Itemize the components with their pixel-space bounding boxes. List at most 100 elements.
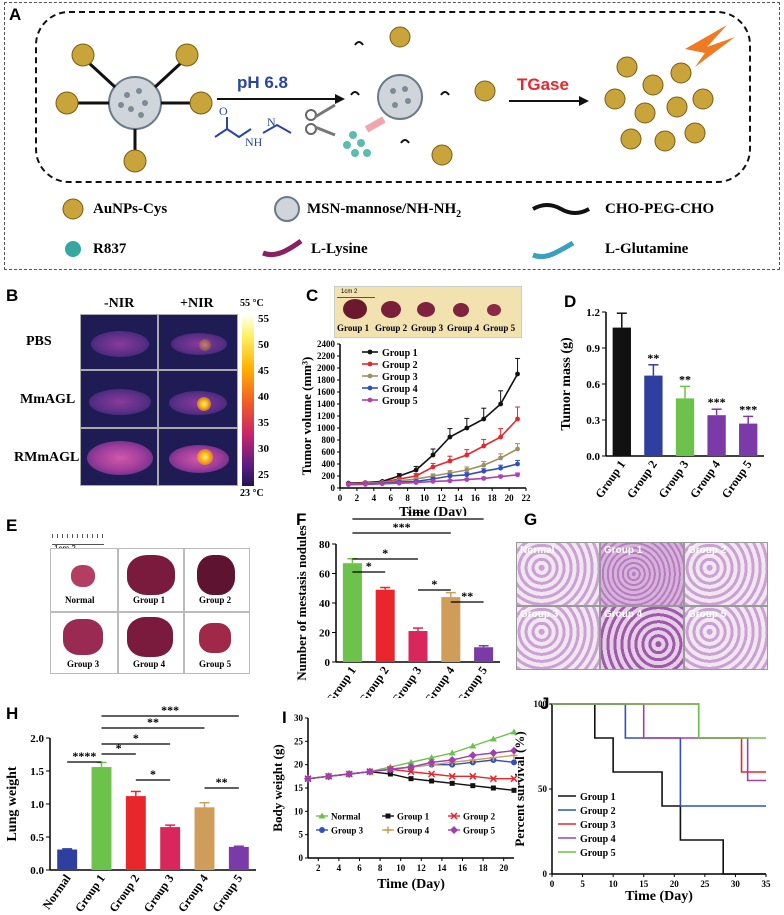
- legend-label: Group 3: [331, 826, 364, 836]
- panel-e-letter: E: [6, 516, 18, 535]
- y-tick-label: 2200: [317, 351, 336, 361]
- panel-d-letter: D: [564, 292, 577, 311]
- legend-label: Group 3: [580, 820, 616, 831]
- y-axis-title: Lung weight: [5, 766, 20, 841]
- data-point: [429, 778, 435, 784]
- bar: [228, 846, 249, 870]
- svg-text:O: O: [219, 104, 228, 118]
- y-tick-label: 0.5: [30, 832, 44, 844]
- histology-group4: Group 4: [600, 606, 684, 670]
- legend-marker: [367, 361, 373, 367]
- data-point: [489, 749, 498, 757]
- x-tick-label: 12: [417, 863, 427, 873]
- legend-aunps: AuNPs-Cys: [93, 201, 168, 217]
- y-tick-label: 0: [299, 853, 304, 863]
- survival-curve: [552, 703, 766, 875]
- magenta-chain-icon: [262, 238, 303, 258]
- legend-label: Group 3: [382, 372, 418, 383]
- data-point: [447, 458, 453, 464]
- x-tick-label: Group 3: [388, 664, 424, 698]
- x-tick-label: Group 3: [655, 458, 691, 500]
- y-axis-title: Tumor mass (g): [560, 337, 574, 431]
- data-point: [464, 452, 470, 458]
- msn-complex-left: [55, 43, 213, 173]
- significance-label: **: [461, 589, 473, 603]
- data-point: [448, 749, 456, 756]
- data-point: [430, 452, 436, 458]
- x-axis-title: Time (Day): [625, 889, 693, 904]
- data-point: [448, 756, 457, 764]
- y-tick-label: 1.0: [30, 799, 44, 811]
- x-tick-label: 20: [505, 493, 515, 503]
- x-tick-label: 6: [357, 863, 362, 873]
- y-tick-label: 1000: [317, 423, 336, 433]
- data-point: [464, 477, 470, 482]
- survival-curve: [552, 703, 766, 739]
- legend-marker: [367, 373, 373, 379]
- black-polymer-icon: [532, 203, 590, 215]
- y-axis-title: Tumor volume (mm³): [300, 357, 314, 476]
- significance-label: ***: [708, 395, 726, 409]
- bar: [441, 597, 461, 662]
- chart-tumor-mass: 0.0 0.3 0.6 0.9 1.2 Group 1 ** Group 2 ** Group 3…: [560, 307, 764, 500]
- data-point: [481, 476, 487, 481]
- significance-label: *: [431, 577, 437, 591]
- y-tick-label: 0: [331, 483, 336, 493]
- panel-a: A NH N O: [4, 2, 780, 270]
- x-tick-label: 14: [437, 863, 447, 873]
- histology-group1: Group 1: [600, 542, 684, 606]
- data-point: [498, 401, 504, 407]
- y-tick-label: 600: [322, 447, 336, 457]
- x-tick-label: 30: [731, 879, 741, 889]
- data-point: [498, 455, 504, 461]
- x-tick-label: 16: [458, 863, 468, 873]
- mesoporous-silica-icon: [274, 196, 300, 222]
- data-point: [469, 772, 477, 780]
- ir-image-mmagl-plus: [158, 370, 238, 428]
- data-point: [468, 751, 477, 760]
- data-point: [489, 735, 497, 742]
- data-point: [510, 728, 518, 735]
- data-point: [387, 771, 393, 777]
- bar: [612, 327, 631, 456]
- data-point: [318, 812, 326, 819]
- bar: [739, 423, 758, 456]
- x-tick-label: 35: [762, 879, 772, 889]
- data-point: [407, 763, 415, 771]
- ir-image-rmmagl-minus: [80, 428, 158, 486]
- x-tick-label: Group 4: [421, 664, 457, 698]
- bar: [160, 827, 181, 870]
- significance-label: ***: [161, 706, 179, 717]
- legend-label: Group 5: [382, 396, 418, 407]
- legend-label: Group 2: [463, 812, 496, 822]
- colorbar-tick: 35: [258, 417, 269, 429]
- data-point: [427, 758, 436, 767]
- data-point: [515, 472, 520, 478]
- y-tick-label: 20: [319, 628, 331, 640]
- significance-label: ***: [393, 520, 411, 534]
- colorbar-top-label: 55 °C: [240, 298, 264, 309]
- legend-marker: [367, 349, 373, 355]
- lung-photo-group4: Group 4: [118, 612, 184, 674]
- data-point: [362, 482, 368, 487]
- ir-image-pbs-minus: [80, 314, 158, 370]
- x-tick-label: Group 2: [624, 458, 660, 500]
- y-axis-title: Body weight (g): [270, 744, 285, 831]
- legend-label: Group 5: [463, 826, 496, 836]
- legend-label: Group 2: [580, 806, 616, 817]
- y-tick-label: 15: [294, 783, 304, 793]
- data-point: [408, 776, 414, 782]
- panel-j-letter: J: [540, 694, 550, 713]
- legend-label: Group 5: [580, 848, 616, 859]
- ir-image-mmagl-minus: [80, 370, 158, 428]
- x-tick-label: 12: [437, 493, 447, 503]
- x-tick-label: Group 2: [356, 664, 392, 698]
- y-tick-label: 400: [322, 459, 336, 469]
- data-point: [498, 474, 504, 479]
- data-point: [515, 416, 520, 422]
- y-tick-label: 10: [294, 806, 304, 816]
- significance-label: *: [366, 559, 372, 573]
- bar: [675, 398, 695, 456]
- row-label-pbs: PBS: [26, 334, 52, 349]
- x-tick-label: Group 5: [719, 458, 755, 500]
